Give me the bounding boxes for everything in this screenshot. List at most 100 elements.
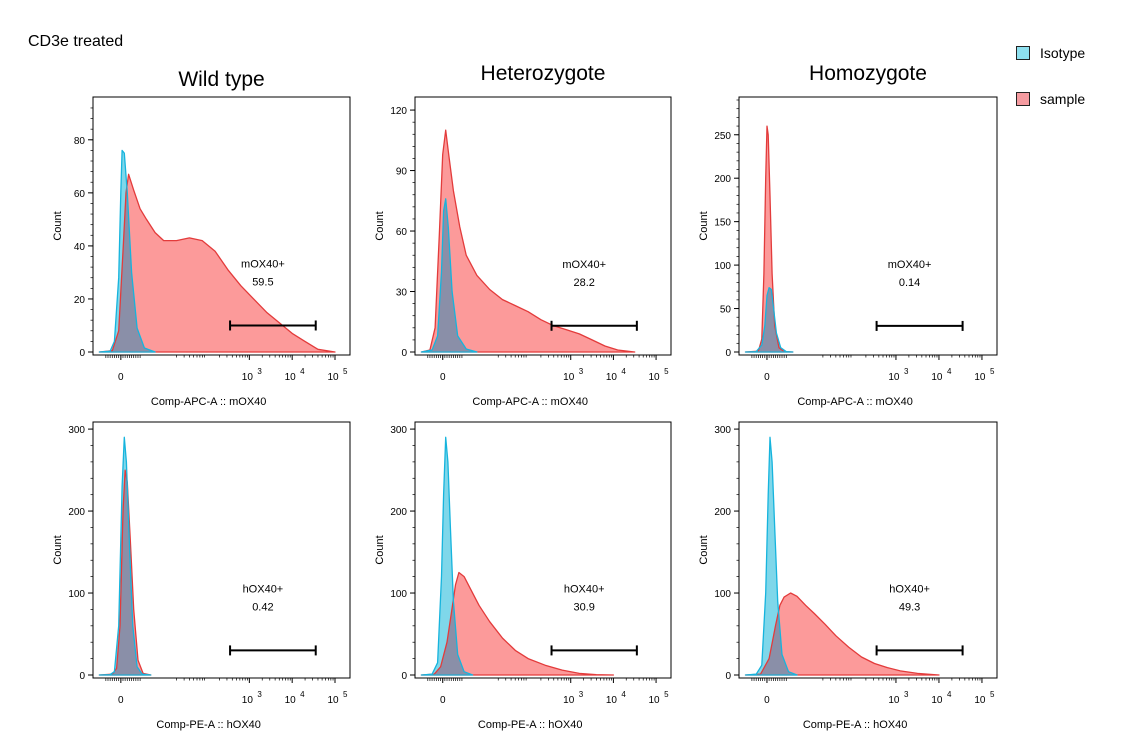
panel-title: Homozygote <box>809 62 927 85</box>
y-tick-label: 40 <box>74 242 86 253</box>
sample-outline <box>744 592 940 676</box>
plot-frame <box>414 421 672 679</box>
x-tick-label: 10 <box>931 695 943 706</box>
x-tick-exponent: 3 <box>904 690 909 699</box>
x-tick-exponent: 4 <box>300 690 305 699</box>
sample-outline <box>420 129 636 353</box>
x-tick-exponent: 3 <box>904 367 909 376</box>
sample-area <box>745 126 793 352</box>
gate-name: mOX40+ <box>562 259 606 271</box>
y-tick-label: 200 <box>68 507 85 518</box>
sample-outline <box>420 571 615 676</box>
y-axis-label: Count <box>698 535 710 564</box>
x-tick-label: 10 <box>242 695 254 706</box>
legend-label-sample: sample <box>1040 91 1086 107</box>
gate-value: 0.42 <box>252 601 273 613</box>
plot-frame <box>414 96 672 356</box>
x-tick-label: 0 <box>118 372 124 383</box>
plot-frame <box>738 421 998 679</box>
x-tick-label: 10 <box>888 695 900 706</box>
x-tick-label: 10 <box>888 372 900 383</box>
x-tick-exponent: 3 <box>257 367 262 376</box>
x-tick-label: 0 <box>764 695 770 706</box>
x-tick-exponent: 3 <box>579 690 584 699</box>
isotype-outline <box>420 198 478 353</box>
gate-value: 59.5 <box>252 276 273 288</box>
sample-outline <box>98 173 336 353</box>
x-tick-exponent: 3 <box>257 690 262 699</box>
overlap-area <box>99 470 151 675</box>
x-tick-label: 10 <box>974 695 986 706</box>
y-tick-label: 0 <box>79 671 85 682</box>
x-tick-exponent: 5 <box>990 690 995 699</box>
y-tick-label: 0 <box>725 348 731 359</box>
legend-item-sample: sample <box>1016 90 1085 108</box>
y-tick-label: 20 <box>74 295 86 306</box>
figure-title: CD3e treated <box>28 33 124 50</box>
y-tick-label: 60 <box>74 189 86 200</box>
y-tick-label: 80 <box>74 136 86 147</box>
gate-name: hOX40+ <box>889 583 930 595</box>
x-tick-label: 10 <box>606 695 618 706</box>
y-tick-label: 200 <box>714 174 731 185</box>
y-axis-label: Count <box>374 211 386 240</box>
isotype-outline <box>98 149 156 353</box>
y-tick-label: 120 <box>390 106 407 117</box>
x-tick-label: 10 <box>242 372 254 383</box>
y-tick-label: 100 <box>714 589 731 600</box>
y-tick-label: 0 <box>401 671 407 682</box>
x-axis-label: Comp-PE-A :: hOX40 <box>156 719 261 731</box>
y-tick-label: 300 <box>390 425 407 436</box>
y-tick-label: 250 <box>714 131 731 142</box>
x-tick-label: 10 <box>649 695 661 706</box>
x-tick-label: 10 <box>327 695 339 706</box>
isotype-area <box>745 437 797 675</box>
y-tick-label: 100 <box>714 261 731 272</box>
legend-item-isotype: Isotype <box>1016 44 1085 62</box>
y-axis-label: Count <box>374 535 386 564</box>
legend: Isotype sample <box>1016 44 1085 136</box>
x-tick-label: 10 <box>327 372 339 383</box>
sample-area <box>421 572 614 675</box>
x-tick-exponent: 4 <box>947 367 952 376</box>
y-tick-label: 150 <box>714 218 731 229</box>
x-tick-label: 10 <box>606 372 618 383</box>
gate-value: 49.3 <box>899 601 920 613</box>
x-tick-exponent: 3 <box>579 367 584 376</box>
sample-area <box>99 174 336 352</box>
x-tick-exponent: 4 <box>947 690 952 699</box>
y-tick-label: 0 <box>79 348 85 359</box>
x-tick-label: 0 <box>440 695 446 706</box>
legend-swatch-isotype <box>1016 46 1030 60</box>
y-tick-label: 100 <box>68 589 85 600</box>
sample-area <box>745 593 939 675</box>
x-axis-label: Comp-APC-A :: mOX40 <box>472 396 588 408</box>
y-tick-label: 0 <box>725 671 731 682</box>
gate-name: hOX40+ <box>243 583 284 595</box>
isotype-area <box>421 437 473 675</box>
plot-frame <box>92 421 351 679</box>
sample-area <box>421 130 635 352</box>
x-tick-label: 0 <box>764 372 770 383</box>
y-tick-label: 30 <box>396 288 408 299</box>
x-axis-label: Comp-PE-A :: hOX40 <box>478 719 583 731</box>
x-tick-exponent: 5 <box>664 367 669 376</box>
y-axis-label: Count <box>698 211 710 240</box>
y-axis-label: Count <box>52 211 64 240</box>
legend-label-isotype: Isotype <box>1040 45 1086 61</box>
y-tick-label: 200 <box>714 507 731 518</box>
y-tick-label: 300 <box>714 425 731 436</box>
y-tick-label: 200 <box>390 507 407 518</box>
legend-swatch-sample <box>1016 92 1030 106</box>
gate-value: 0.14 <box>899 277 920 289</box>
gate-value: 28.2 <box>573 277 594 289</box>
x-axis-label: Comp-PE-A :: hOX40 <box>803 719 908 731</box>
x-axis-label: Comp-APC-A :: mOX40 <box>151 396 267 408</box>
x-tick-exponent: 5 <box>343 690 348 699</box>
x-tick-label: 10 <box>649 372 661 383</box>
